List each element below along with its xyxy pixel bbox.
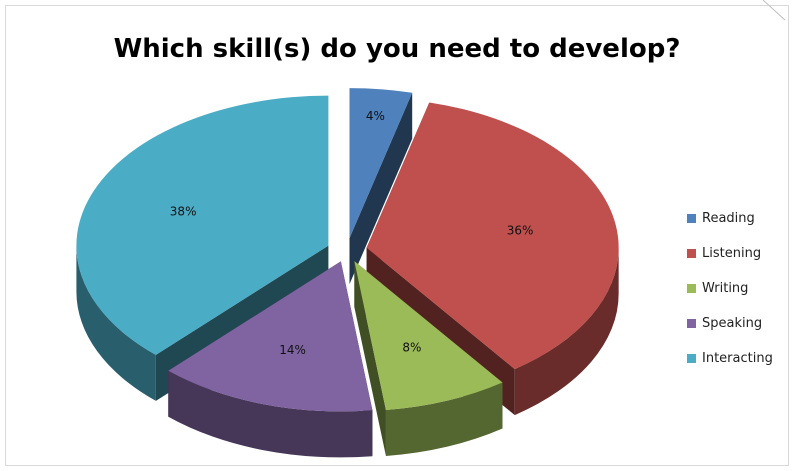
slice-writing <box>354 261 503 410</box>
slice-reading <box>349 88 413 239</box>
legend-item-listening: Listening <box>687 236 773 271</box>
legend-item-writing: Writing <box>687 271 773 306</box>
slice-wall-listening <box>514 247 619 416</box>
legend-item-reading: Reading <box>687 201 773 236</box>
legend-label: Interacting <box>702 351 773 366</box>
legend-label: Writing <box>702 281 749 296</box>
data-label-speaking: 14% <box>279 343 306 357</box>
slice-speaking <box>168 261 373 412</box>
legend: Reading Listening Writing Speaking Interacti… <box>687 201 773 376</box>
data-label-writing: 8% <box>402 341 421 355</box>
legend-swatch <box>687 249 696 258</box>
slice-interacting <box>76 95 329 355</box>
data-label-interacting: 38% <box>170 204 197 218</box>
legend-swatch <box>687 354 696 363</box>
legend-label: Listening <box>702 246 762 261</box>
legend-swatch <box>687 284 696 293</box>
legend-label: Speaking <box>702 316 763 331</box>
slice-side-reading-1 <box>349 92 413 285</box>
slice-wall-speaking <box>168 370 373 458</box>
legend-item-interacting: Interacting <box>687 341 773 376</box>
slice-wall-interacting <box>76 245 156 401</box>
page-corner-mark <box>762 0 786 21</box>
legend-swatch <box>687 214 696 223</box>
chart-title: Which skill(s) do you need to develop? <box>113 34 681 64</box>
slice-wall-writing <box>385 382 503 456</box>
legend-label: Reading <box>702 211 755 226</box>
legend-swatch <box>687 319 696 328</box>
slice-side-writing-1 <box>354 261 386 456</box>
data-label-reading: 4% <box>366 109 385 123</box>
data-label-listening: 36% <box>507 223 534 237</box>
legend-item-speaking: Speaking <box>687 306 773 341</box>
slice-listening <box>366 102 619 370</box>
